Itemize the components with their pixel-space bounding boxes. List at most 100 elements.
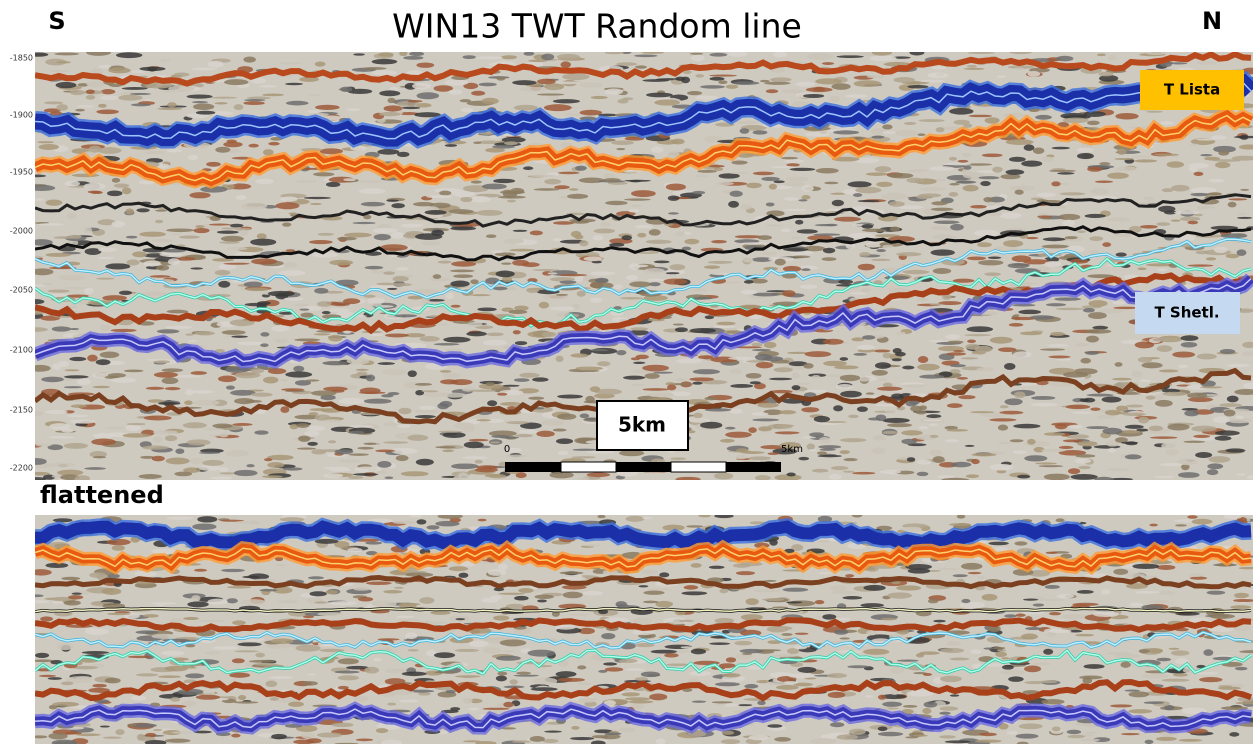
reflector bbox=[753, 130, 768, 134]
reflector bbox=[116, 52, 142, 58]
reflector bbox=[907, 85, 928, 89]
horizon-label: T Shetl. bbox=[1154, 304, 1219, 322]
reflector bbox=[664, 653, 678, 657]
reflector bbox=[1027, 439, 1035, 445]
reflector bbox=[823, 248, 835, 254]
reflector bbox=[1194, 172, 1204, 176]
reflector bbox=[483, 647, 501, 654]
reflector bbox=[553, 99, 580, 103]
reflector bbox=[222, 330, 246, 335]
reflector bbox=[391, 448, 417, 454]
reflector bbox=[493, 615, 509, 620]
reflector bbox=[1014, 541, 1027, 545]
reflector bbox=[218, 375, 237, 382]
reflector bbox=[1203, 649, 1213, 656]
reflector bbox=[219, 433, 229, 438]
reflector bbox=[422, 390, 439, 392]
reflector bbox=[633, 362, 645, 364]
reflector bbox=[997, 649, 1006, 651]
reflector bbox=[881, 193, 907, 200]
reflector bbox=[263, 377, 278, 384]
reflector bbox=[1027, 71, 1040, 77]
reflector bbox=[462, 456, 488, 459]
reflector bbox=[668, 212, 679, 214]
reflector bbox=[736, 121, 759, 124]
axis-label: -1950 bbox=[10, 168, 33, 177]
reflector bbox=[527, 650, 555, 657]
reflector bbox=[631, 384, 645, 386]
reflector bbox=[105, 678, 121, 684]
reflector bbox=[962, 153, 971, 157]
reflector bbox=[805, 351, 832, 357]
reflector bbox=[570, 353, 588, 357]
reflector bbox=[245, 287, 268, 291]
reflector bbox=[364, 443, 377, 445]
reflector bbox=[158, 675, 181, 678]
reflector bbox=[801, 195, 810, 199]
reflector bbox=[569, 188, 578, 191]
reflector bbox=[187, 94, 213, 98]
reflector bbox=[1179, 739, 1202, 742]
reflector bbox=[260, 343, 268, 347]
reflector bbox=[308, 673, 316, 675]
reflector bbox=[623, 376, 645, 380]
reflector bbox=[85, 628, 109, 635]
reflector bbox=[536, 431, 554, 437]
reflector bbox=[1062, 220, 1075, 227]
reflector bbox=[691, 563, 702, 568]
reflector bbox=[373, 658, 382, 662]
reflector bbox=[92, 684, 106, 688]
reflector bbox=[928, 599, 939, 603]
reflector bbox=[714, 473, 733, 480]
reflector bbox=[247, 97, 271, 100]
reflector bbox=[96, 109, 119, 114]
reflector bbox=[1006, 169, 1025, 174]
reflector bbox=[590, 386, 600, 392]
reflector bbox=[401, 224, 423, 228]
reflector bbox=[954, 120, 970, 125]
axis-label: -2150 bbox=[10, 406, 33, 415]
reflector bbox=[941, 648, 964, 653]
reflector bbox=[1150, 600, 1169, 603]
reflector bbox=[788, 674, 814, 679]
reflector bbox=[1099, 162, 1110, 165]
reflector bbox=[830, 585, 847, 592]
reflector bbox=[1152, 338, 1180, 342]
reflector bbox=[950, 694, 959, 696]
reflector bbox=[166, 516, 193, 520]
reflector bbox=[784, 159, 804, 163]
reflector bbox=[830, 96, 840, 102]
reflector bbox=[796, 82, 815, 87]
reflector bbox=[1002, 665, 1014, 670]
reflector bbox=[1196, 251, 1210, 255]
reflector bbox=[605, 89, 623, 95]
reflector bbox=[337, 237, 357, 241]
reflector bbox=[207, 61, 223, 68]
reflector bbox=[475, 56, 502, 59]
reflector bbox=[879, 470, 902, 474]
reflector bbox=[490, 595, 502, 599]
reflector bbox=[1043, 649, 1053, 655]
reflector bbox=[987, 202, 995, 206]
reflector bbox=[1178, 472, 1200, 478]
reflector bbox=[440, 379, 458, 384]
reflector bbox=[767, 724, 782, 728]
reflector bbox=[280, 62, 302, 64]
reflector bbox=[179, 235, 200, 238]
reflector bbox=[281, 388, 304, 391]
reflector bbox=[196, 111, 215, 115]
reflector bbox=[743, 258, 754, 263]
reflector bbox=[356, 369, 369, 371]
reflector bbox=[816, 168, 839, 174]
reflector bbox=[1077, 590, 1094, 594]
reflector bbox=[1237, 249, 1247, 256]
reflector bbox=[1156, 222, 1170, 226]
reflector bbox=[127, 423, 146, 425]
reflector bbox=[603, 178, 620, 182]
reflector bbox=[704, 265, 720, 269]
reflector bbox=[438, 261, 452, 264]
reflector bbox=[1046, 303, 1066, 306]
reflector bbox=[371, 303, 382, 307]
reflector bbox=[836, 55, 863, 58]
